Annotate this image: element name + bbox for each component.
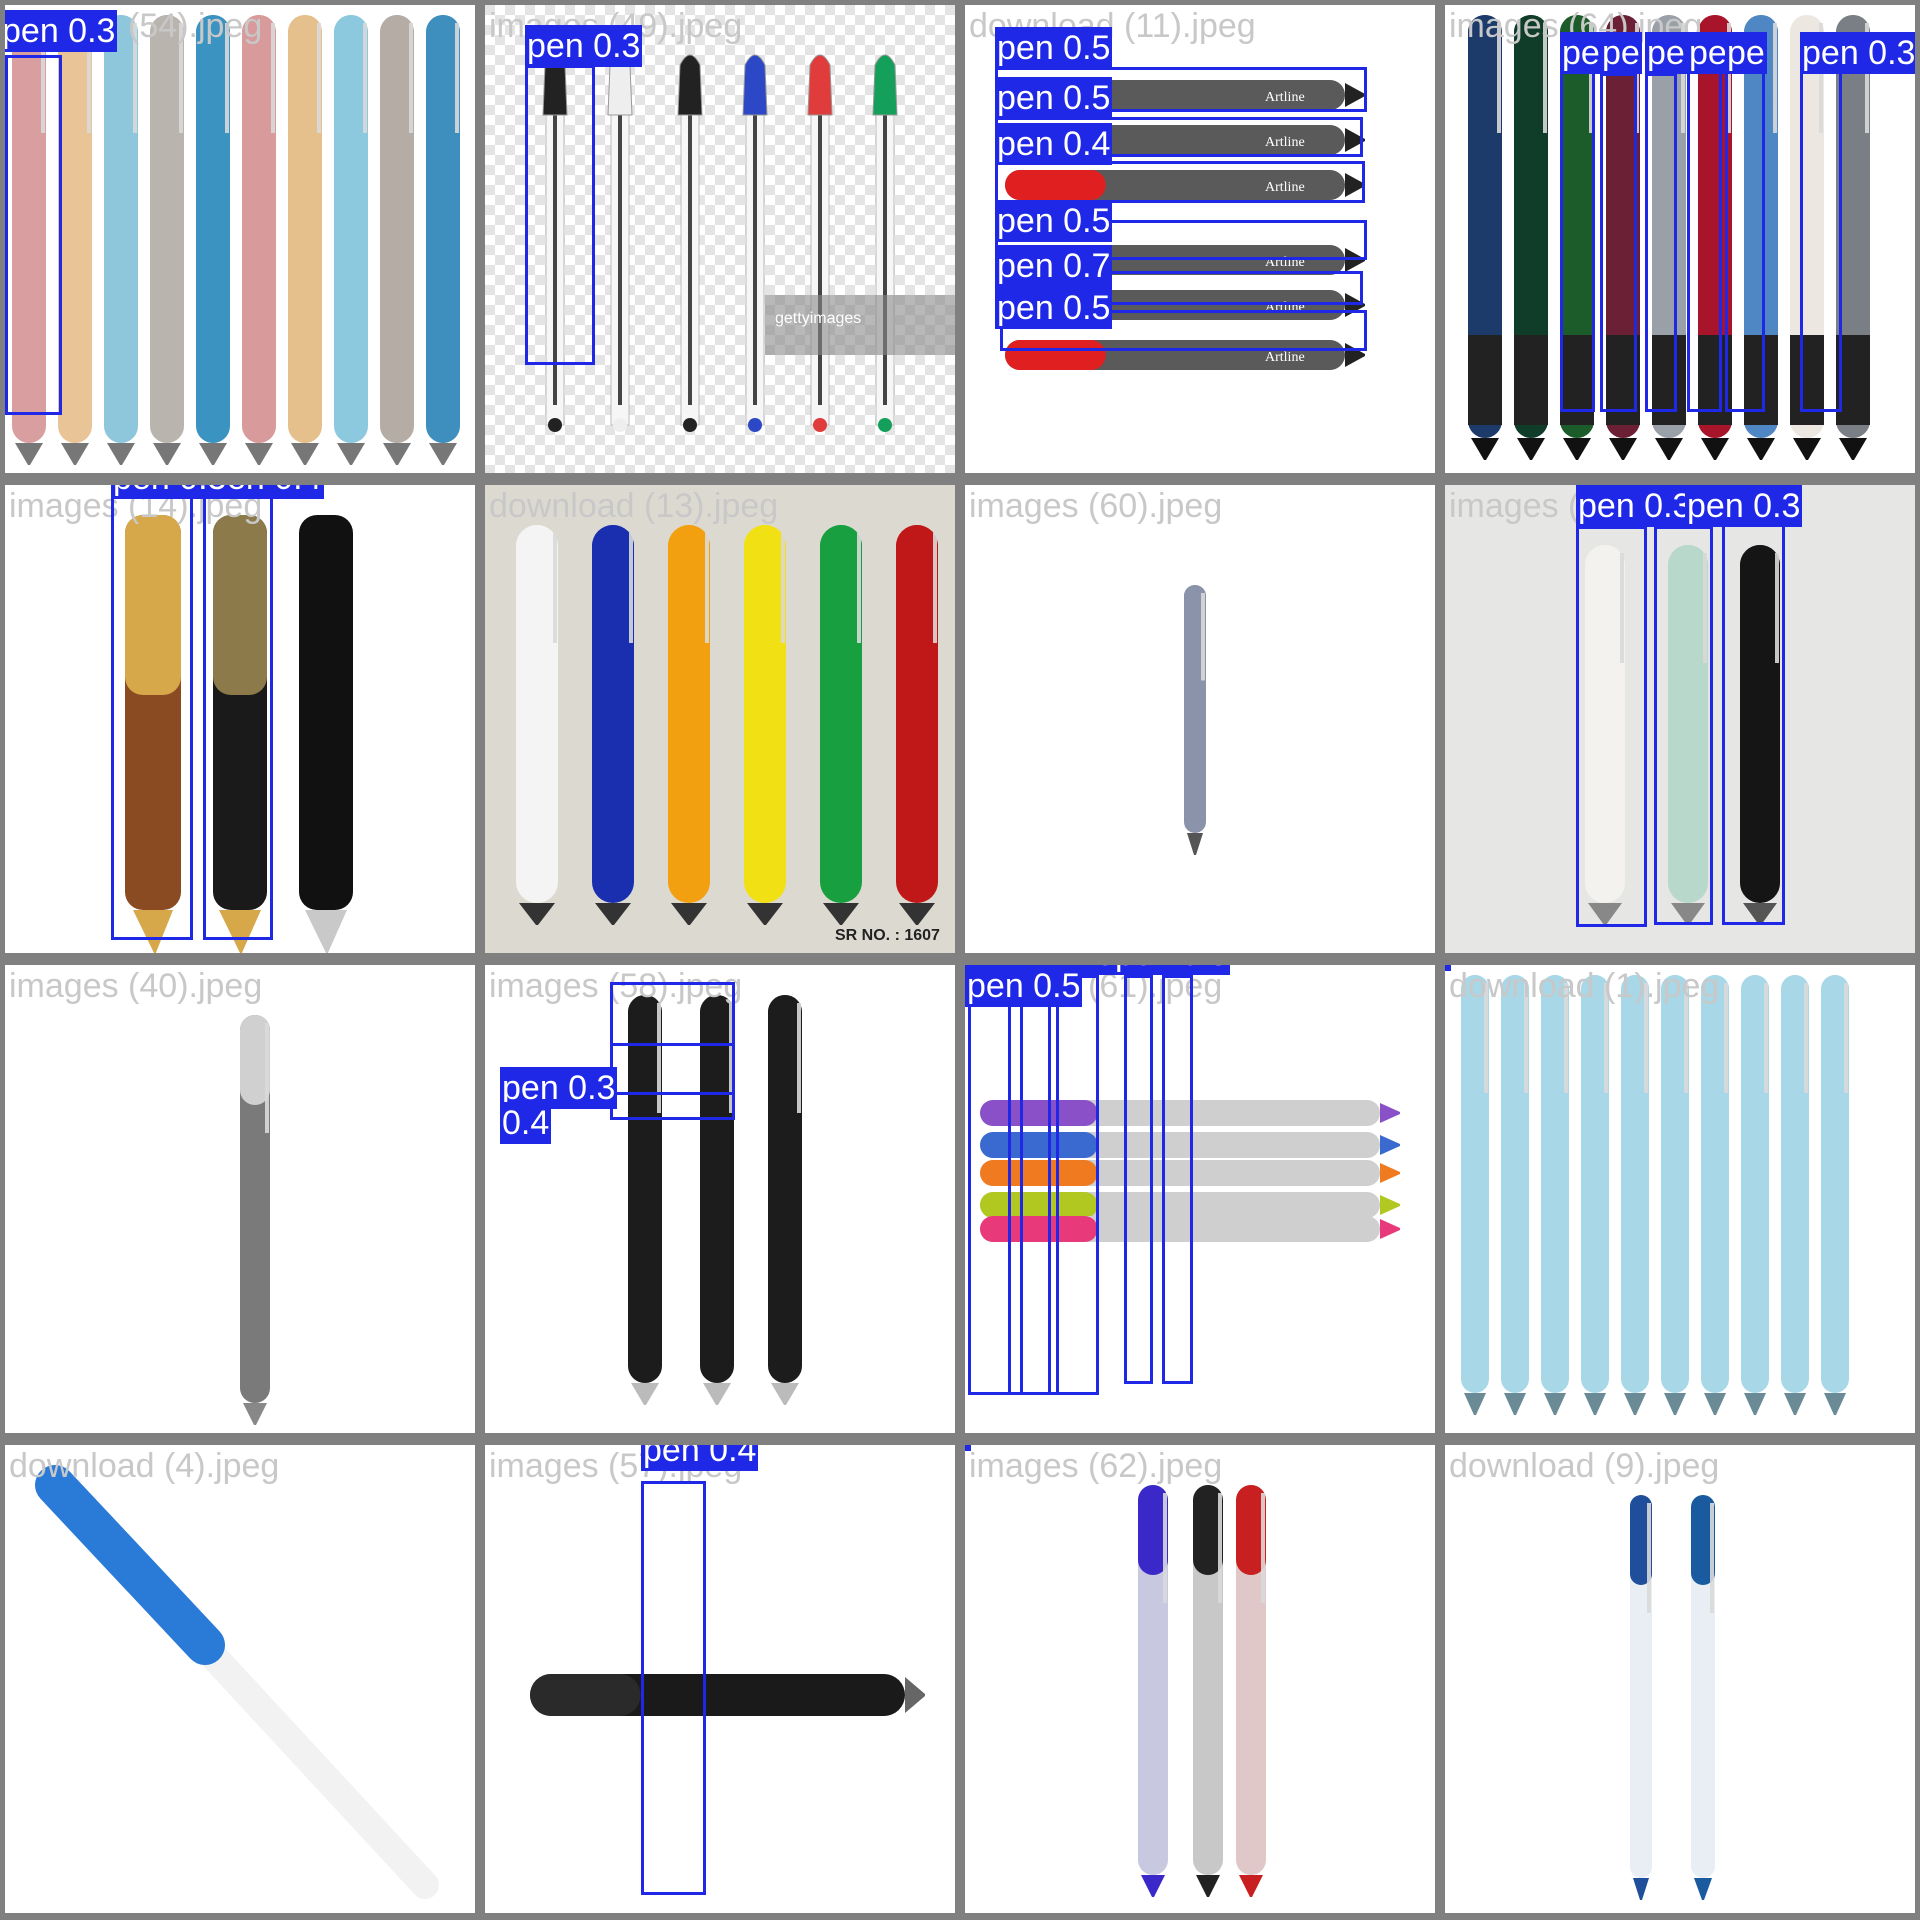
- detection-label: pe: [1560, 32, 1602, 74]
- result-tile: SR NO. : 1607 download (13).jpeg: [485, 485, 955, 953]
- detection-box: [203, 485, 273, 940]
- detection-label: pe: [1600, 32, 1642, 74]
- pen-photo: [965, 965, 1435, 1433]
- result-tile: images (54).jpeg pen 0.3: [5, 5, 475, 473]
- detection-label: pen 0.3: [1800, 32, 1915, 74]
- detection-box: [995, 161, 1365, 203]
- detection-label: pen 0.3: [111, 485, 229, 499]
- detection-label: pen 0.3: [5, 10, 118, 52]
- pen-photo: SR NO. : 1607: [485, 485, 955, 953]
- detection-label: 0.4: [500, 1102, 552, 1144]
- detection-label: pen 0.5: [995, 27, 1113, 69]
- detection-label: pen 0.5: [965, 965, 1083, 1007]
- detection-box: [1725, 68, 1765, 412]
- detection-box: [111, 485, 193, 940]
- result-tile: images (40).jpeg: [5, 965, 475, 1433]
- detection-box: [1000, 310, 1367, 351]
- detection-label: pe: [1687, 32, 1729, 74]
- detection-label: pen 0.5: [1113, 965, 1231, 975]
- detection-box: [641, 1481, 706, 1895]
- detection-box: [1800, 55, 1842, 412]
- result-tile: images (58).jpeg pen 0.3 0.4: [485, 965, 955, 1433]
- pen-photo: [1445, 485, 1915, 953]
- result-tile: images (60).jpeg: [965, 485, 1435, 953]
- pen-photo: [5, 965, 475, 1433]
- result-tile: download (9).jpeg: [1445, 1445, 1915, 1913]
- detection-label: pen 0.3: [1685, 485, 1803, 527]
- detection-box: [1722, 523, 1785, 925]
- detection-label: pen 0.4: [641, 1445, 759, 1471]
- pen-photo: [1445, 5, 1915, 473]
- pen-brand-text: Artline: [1265, 180, 1305, 195]
- detection-label: pen 0.7: [995, 245, 1113, 287]
- detection-box: [5, 55, 62, 415]
- detection-box: [1162, 975, 1193, 1384]
- result-tile: images (64).jpeg pe pe pe pe pe pen 0.3: [1445, 5, 1915, 473]
- detection-box: [1048, 975, 1099, 1395]
- pen-photo: [5, 485, 475, 953]
- pen-photo: [965, 485, 1435, 953]
- result-tile: download (4).jpeg: [5, 1445, 475, 1913]
- pen-photo: [5, 5, 475, 473]
- result-tile: images (57).jpeg pen 0.4: [485, 1445, 955, 1913]
- detection-box: [610, 1043, 735, 1095]
- detection-box: [1600, 73, 1637, 412]
- pen-brand-text: Artline: [1265, 135, 1305, 150]
- pen-photo: [5, 1445, 475, 1913]
- detection-label: pen 0.5: [995, 200, 1113, 242]
- detection-box: [1576, 526, 1647, 927]
- pen-photo: [485, 1445, 955, 1913]
- detection-box: [1560, 70, 1595, 412]
- detection-label: en 0.4: [225, 485, 324, 499]
- watermark: gettyimages: [775, 310, 861, 327]
- pen-photo: [1445, 1445, 1915, 1913]
- detection-box: [1445, 965, 1451, 971]
- imprint-text: SR NO. : 1607: [835, 927, 940, 944]
- detection-box: [1654, 526, 1713, 925]
- pen-brand-text: Artline: [1265, 350, 1305, 365]
- detection-box: [1687, 71, 1722, 412]
- detection-label: pen 0.4: [995, 123, 1113, 165]
- detection-label: pe: [1725, 32, 1767, 74]
- detection-box: [1124, 975, 1153, 1384]
- detection-label: pen 0.5: [995, 287, 1113, 329]
- detection-box: [965, 1445, 971, 1451]
- detection-label: pen 0.5: [995, 77, 1113, 119]
- pen-brand-text: Artline: [1265, 90, 1305, 105]
- pen-photo: [1445, 965, 1915, 1433]
- detection-box: [1645, 73, 1677, 412]
- detection-label: pen 0.3: [1576, 485, 1694, 527]
- detection-box: [525, 65, 595, 365]
- result-tile: Artline Artline Artline Artline Artline …: [965, 5, 1435, 473]
- detection-label: pen 0.3: [525, 25, 643, 67]
- detection-label: pe: [1645, 32, 1687, 74]
- pen-photo: [965, 1445, 1435, 1913]
- pen-photo: gettyimages: [485, 5, 955, 473]
